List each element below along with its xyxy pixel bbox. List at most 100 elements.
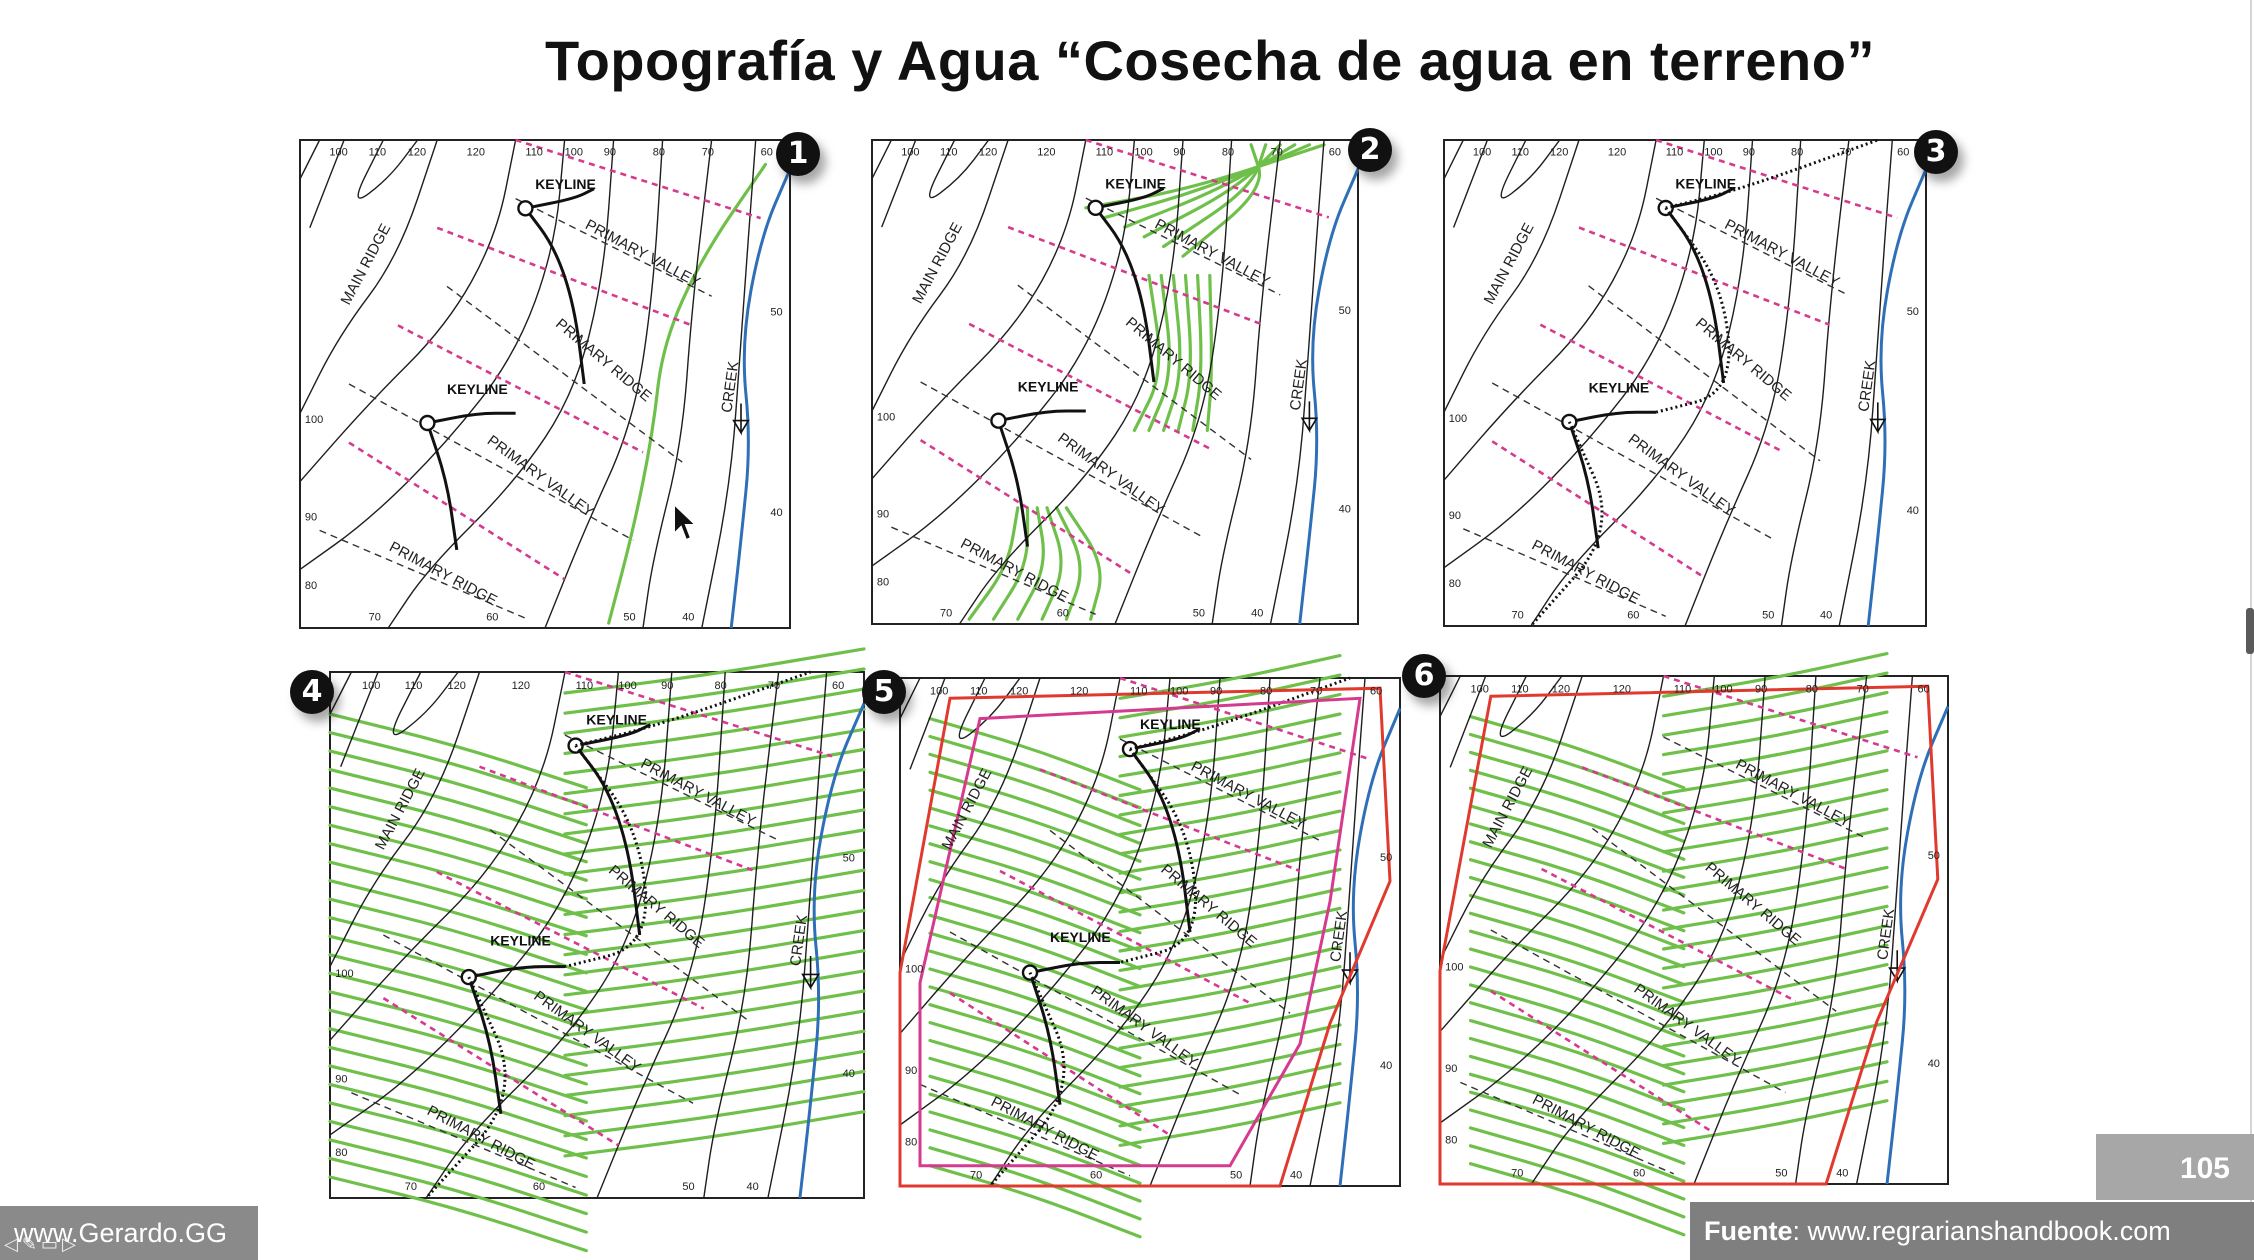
contour-line xyxy=(1249,677,1321,1187)
contour-line xyxy=(1449,675,1487,768)
creek-line xyxy=(1885,705,1950,1185)
ridge-arrow xyxy=(1119,738,1321,842)
keyline-offset-path xyxy=(1119,748,1198,964)
valley-line xyxy=(1539,323,1783,453)
cultivation-line xyxy=(928,949,1142,1024)
creek-arrow-icon xyxy=(1300,401,1319,434)
cultivation-line xyxy=(1118,790,1342,836)
contour-value-label: 120 xyxy=(467,147,485,159)
contour-value-label: 80 xyxy=(1449,578,1461,590)
contour-value-label: 100 xyxy=(329,147,347,159)
cultivation-line xyxy=(1661,1060,1889,1107)
contour-value-label: 40 xyxy=(770,507,782,519)
contour-value-label: 100 xyxy=(1445,962,1463,974)
contour-value-label: 120 xyxy=(979,147,997,159)
creek-line xyxy=(729,168,792,629)
cultivation-line xyxy=(563,989,866,1037)
contour-value-label: 70 xyxy=(405,1181,417,1193)
panel-number-badge-2: 2 xyxy=(1348,128,1392,172)
contour-line xyxy=(1443,139,1657,481)
contour-line xyxy=(642,139,713,629)
cultivation-line xyxy=(1468,1036,1686,1112)
cultivation-line xyxy=(1468,715,1686,790)
cultivation-line xyxy=(1016,506,1045,621)
slides-overview-icon[interactable]: ▭ xyxy=(40,1234,58,1255)
contour-value-label: 110 xyxy=(940,147,958,159)
contour-value-label: 50 xyxy=(1230,1169,1242,1181)
contour-value-label: 100 xyxy=(930,685,948,697)
keyline-label: KEYLINE xyxy=(490,933,551,949)
contour-line xyxy=(1443,139,1705,569)
cultivation-line xyxy=(1661,652,1889,698)
valley-line xyxy=(564,670,833,758)
ridge-arrow xyxy=(1460,1081,1674,1175)
contour-value-label: 100 xyxy=(1134,147,1152,159)
contour-lines xyxy=(1443,139,1893,627)
cultivation-line xyxy=(563,888,866,937)
contour-value-label: 50 xyxy=(843,852,855,864)
contour-value-label: 100 xyxy=(335,968,353,980)
contour-value-label: 110 xyxy=(1674,683,1692,695)
panel-number-badge-1: 1 xyxy=(776,132,820,176)
valley-lines xyxy=(891,138,1330,615)
cultivation-line xyxy=(1176,273,1192,432)
next-slide-icon[interactable]: ▷ xyxy=(61,1234,76,1255)
cultivation-line xyxy=(1468,750,1686,826)
cultivation-line xyxy=(928,788,1142,863)
contour-value-label: 100 xyxy=(305,414,323,426)
pen-tool-icon[interactable]: ✎ xyxy=(21,1234,37,1255)
contour-line xyxy=(1443,139,1580,413)
keyline-label: KEYLINE xyxy=(1589,380,1650,396)
contour-lines xyxy=(871,139,1325,625)
scrollbar-thumb[interactable] xyxy=(2246,608,2254,654)
contour-value-label: 50 xyxy=(1775,1167,1787,1179)
keyline-label: KEYLINE xyxy=(586,712,647,728)
contour-line xyxy=(1439,675,1665,1033)
contour-line xyxy=(340,671,379,767)
cultivation-line xyxy=(1468,786,1686,861)
contour-value-label: 70 xyxy=(1271,147,1283,159)
map-frame xyxy=(871,139,1359,625)
valley-lines xyxy=(1460,674,1918,1175)
cultivation-line xyxy=(928,734,1142,810)
contour-value-label: 60 xyxy=(1897,147,1909,159)
cultivation-line xyxy=(928,806,1142,881)
valley-line xyxy=(1491,440,1706,579)
cultivation-line xyxy=(928,824,1142,899)
slide-title: Topografía y Agua “Cosecha de agua en te… xyxy=(545,29,1875,92)
cultivation-line xyxy=(1468,876,1686,951)
cultivation-line xyxy=(928,1021,1142,1096)
cultivation-line xyxy=(1661,710,1889,757)
cultivation-line xyxy=(563,908,866,957)
creek-arrow-icon xyxy=(732,403,750,436)
contour-value-label: 110 xyxy=(405,680,423,692)
keyline-label: KEYLINE xyxy=(1050,929,1111,945)
contour-value-label: 50 xyxy=(1762,610,1774,622)
cultivation-line xyxy=(1468,804,1686,879)
cultivation-line xyxy=(928,931,1142,1006)
cultivation-line xyxy=(1661,924,1889,970)
contour-value-label: 70 xyxy=(369,612,381,624)
contour-value-label: 120 xyxy=(1550,147,1568,159)
contour-line xyxy=(899,677,1121,1035)
source-label: Fuente xyxy=(1704,1216,1793,1246)
cultivation-line xyxy=(1468,947,1686,1022)
cultivation-line xyxy=(1661,1021,1889,1068)
contour-value-label: 40 xyxy=(1380,1060,1392,1072)
contour-value-label: 40 xyxy=(1907,505,1919,517)
contour-value-label: 110 xyxy=(576,680,594,692)
contour-value-label: 120 xyxy=(1070,685,1088,697)
valley-line xyxy=(397,324,644,454)
previous-slide-icon[interactable]: ◁ xyxy=(4,1234,18,1255)
contour-value-label: 120 xyxy=(1037,147,1055,159)
keyline-offset-path xyxy=(988,971,1066,1187)
cultivation-line xyxy=(1118,926,1342,972)
cultivation-line xyxy=(928,985,1142,1060)
contour-value-label: 120 xyxy=(448,680,466,692)
creek-line xyxy=(1298,168,1360,625)
contour-value-label: 110 xyxy=(369,147,387,159)
cultivation-line xyxy=(928,860,1142,935)
contour-value-label: 40 xyxy=(682,612,694,624)
contour-line xyxy=(1780,139,1850,627)
ridge-arrow xyxy=(1463,528,1666,617)
